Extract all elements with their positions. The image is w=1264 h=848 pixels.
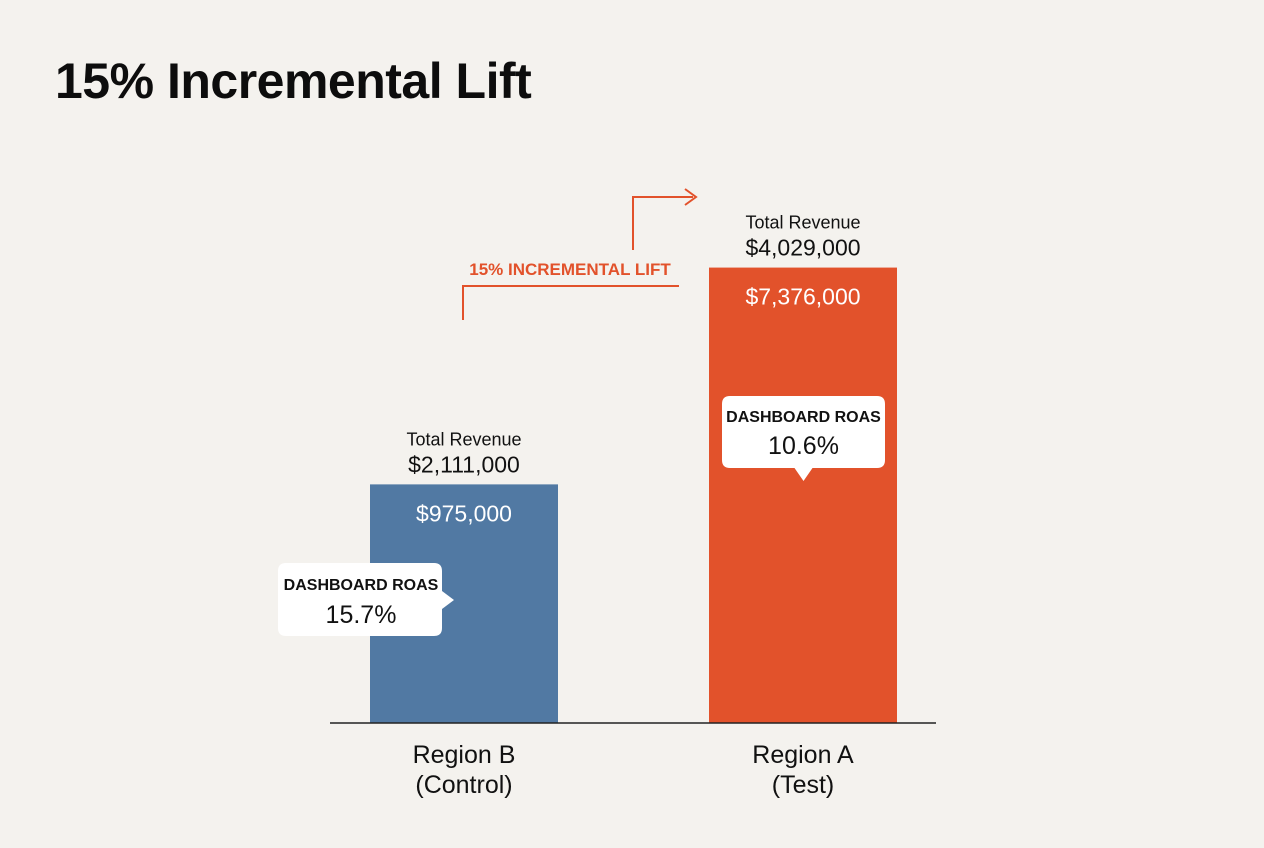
roas-callout-label: DASHBOARD ROAS [726,409,881,426]
category-label: (Test) [772,771,835,799]
bar-inner-value: $7,376,000 [745,284,860,310]
total-revenue-value: $4,029,000 [745,235,860,261]
category-label: Region B [413,741,516,769]
bar-region-a [709,267,897,723]
roas-callout-label: DASHBOARD ROAS [284,577,439,594]
chart-title: 15% Incremental Lift [55,53,532,109]
lift-arrow-head [684,188,698,206]
roas-callout-value: 15.7% [326,601,397,629]
total-revenue-label: Total Revenue [406,429,521,449]
total-revenue-label: Total Revenue [745,213,860,233]
category-label: Region A [752,741,854,769]
category-label: (Control) [415,771,512,799]
lift-connector-lower [462,285,679,320]
total-revenue-value: $2,111,000 [408,451,520,477]
lift-connector-upper [632,196,693,250]
bar-inner-value: $975,000 [416,500,512,526]
roas-callout-control [278,563,454,636]
roas-callout-value: 10.6% [768,432,839,460]
lift-annotation-label: 15% INCREMENTAL LIFT [469,260,671,279]
roas-callout-test [722,396,885,481]
